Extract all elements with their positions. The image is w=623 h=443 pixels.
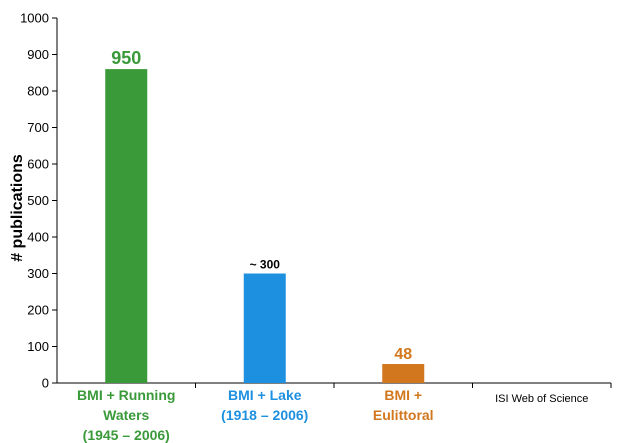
y-tick-label: 0 xyxy=(42,376,49,391)
bars xyxy=(105,69,425,383)
category-label-line: Waters xyxy=(103,407,149,423)
y-tick-label: 200 xyxy=(27,303,49,318)
y-tick-label: 800 xyxy=(27,84,49,99)
data-labels: 950 ~ 300 48 xyxy=(111,48,412,363)
category-label: BMI + Running Waters (1945 – 2006) xyxy=(77,387,175,443)
data-label: 950 xyxy=(111,48,141,68)
data-label: ~ 300 xyxy=(250,258,281,272)
y-tick-label: 600 xyxy=(27,157,49,172)
category-label: BMI + Eulittoral xyxy=(373,387,434,423)
y-tick-label: 500 xyxy=(27,193,49,208)
category-label-line: ISI Web of Science xyxy=(495,393,588,405)
category-label-line: Eulittoral xyxy=(373,407,434,423)
y-ticks: 0 100 200 300 400 500 600 700 800 900 1000 xyxy=(20,11,57,391)
data-label: 48 xyxy=(394,346,412,363)
y-tick-label: 1000 xyxy=(20,11,49,26)
category-label: BMI + Lake (1918 – 2006) xyxy=(221,387,308,423)
y-axis-label: # publications xyxy=(9,154,26,262)
category-label-line: BMI + xyxy=(384,387,422,403)
category-label-line: (1918 – 2006) xyxy=(221,407,308,423)
y-tick-label: 300 xyxy=(27,266,49,281)
x-ticks xyxy=(195,383,612,388)
category-labels: BMI + Running Waters (1945 – 2006) BMI + La… xyxy=(77,387,588,443)
bar xyxy=(105,69,148,383)
y-axis: 0 100 200 300 400 500 600 700 800 900 1000 xyxy=(20,11,58,391)
category-label-line: BMI + Lake xyxy=(228,387,302,403)
bar xyxy=(243,273,286,383)
category-label-line: BMI + Running xyxy=(77,387,175,403)
y-tick-label: 900 xyxy=(27,47,49,62)
y-tick-label: 100 xyxy=(27,339,49,354)
category-label-line: (1945 – 2006) xyxy=(83,427,170,443)
y-tick-label: 400 xyxy=(27,230,49,245)
category-label: ISI Web of Science xyxy=(495,393,588,405)
y-tick-label: 700 xyxy=(27,120,49,135)
bar xyxy=(382,364,425,383)
x-axis xyxy=(57,382,612,388)
